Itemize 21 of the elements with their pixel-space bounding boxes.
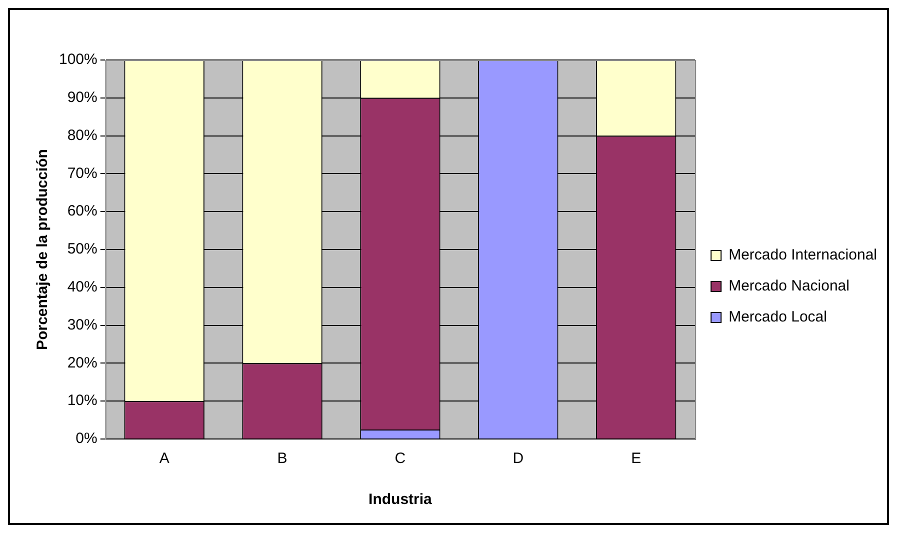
legend-label: Mercado Nacional [728, 278, 850, 295]
x-tick-label: B [277, 450, 288, 468]
y-tick-label: 100% [58, 51, 98, 68]
y-tick-label: 50% [67, 240, 98, 258]
y-tick-label: 70% [67, 164, 98, 182]
legend-label: Mercado Local [728, 308, 827, 326]
y-tick-label: 30% [67, 316, 98, 334]
legend-label: Mercado Internacional [728, 246, 878, 264]
x-tick-label: A [159, 450, 170, 468]
y-axis-title: Porcentaje de la producción [34, 149, 52, 350]
y-tick-label: 60% [67, 202, 98, 220]
y-tick-label: 90% [67, 89, 98, 106]
x-tick-label: D [512, 450, 524, 468]
y-tick-label: 10% [67, 392, 98, 410]
x-axis-title: Industria [368, 491, 433, 508]
x-tick-label: E [631, 450, 642, 468]
y-tick-label: 40% [67, 278, 98, 296]
y-tick-label: 20% [67, 354, 98, 372]
x-tick-label: C [394, 450, 406, 468]
y-tick-label: 80% [67, 126, 98, 144]
y-tick-label: 0% [76, 430, 98, 448]
